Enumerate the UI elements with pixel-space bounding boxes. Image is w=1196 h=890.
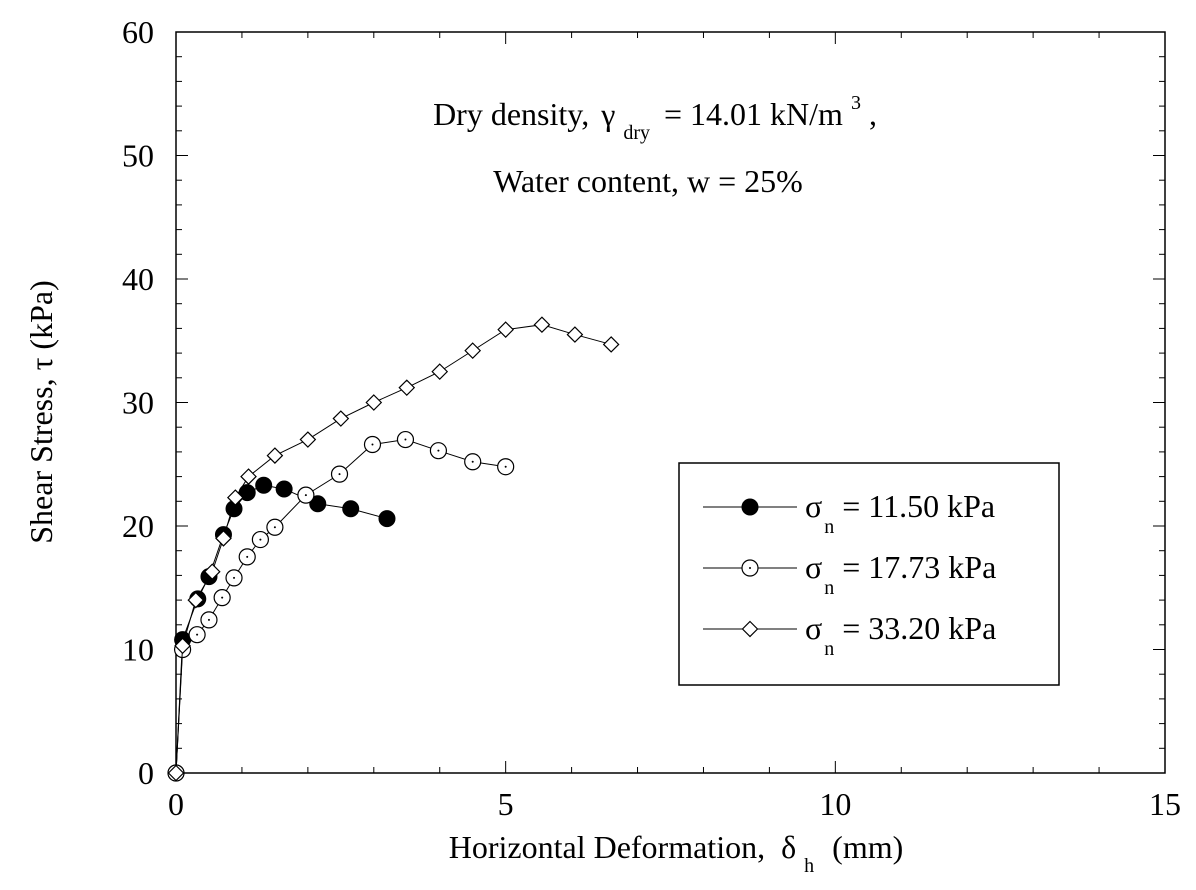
series-line-3 <box>175 324 612 774</box>
data-point-s2-dot <box>471 460 474 463</box>
y-tick-label: 50 <box>122 138 154 174</box>
legend-marker <box>741 620 759 638</box>
data-point-s2 <box>188 626 206 644</box>
data-point-s3 <box>187 591 205 609</box>
data-point-s3 <box>398 379 416 397</box>
data-point-s3 <box>174 637 191 655</box>
data-point-s3 <box>240 468 257 485</box>
data-point-s3 <box>497 321 515 338</box>
data-point-s3 <box>431 363 449 380</box>
series-2 <box>167 430 515 782</box>
data-point-s3 <box>203 563 221 581</box>
y-tick-label: 10 <box>122 632 154 668</box>
data-point-s2 <box>429 442 448 460</box>
axis-tick-labels: 0 5 10 15 0 10 20 30 40 50 60 <box>122 14 1181 822</box>
data-point-s3 <box>167 764 185 782</box>
data-point-s2-dot <box>259 538 262 541</box>
data-point-s1 <box>238 484 256 502</box>
data-point-s3 <box>332 410 350 427</box>
data-point-s2 <box>363 435 382 454</box>
x-tick-label: 15 <box>1149 786 1181 822</box>
data-point-s2 <box>238 548 256 566</box>
data-point-s3 <box>299 431 317 448</box>
data-point-s3 <box>566 326 584 343</box>
legend-label: σn= 33.20 kPa <box>805 610 996 660</box>
data-point-s1 <box>309 495 327 513</box>
legend-label: σn= 17.73 kPa <box>805 549 996 599</box>
legend-entry-1: σn= 11.50 kPa <box>703 488 995 538</box>
legend-items: σn= 11.50 kPa σn= 17.73 kPa σn= 33.20 kPa <box>703 488 996 660</box>
data-point-s1 <box>342 500 360 518</box>
y-tick-label: 20 <box>122 508 154 544</box>
data-point-s2 <box>330 465 349 483</box>
data-point-s2-dot <box>273 526 276 529</box>
legend-frame <box>678 462 1060 686</box>
data-point-s2-dot <box>207 618 210 621</box>
data-point-s2-dot <box>437 449 440 452</box>
y-tick-label: 0 <box>138 755 154 791</box>
data-point-s1 <box>255 476 273 494</box>
data-point-s3 <box>533 316 551 334</box>
y-axis-title: Shear Stress, τ (kPa) <box>23 280 59 543</box>
data-point-s2 <box>251 530 269 549</box>
data-point-s3 <box>365 394 383 411</box>
y-tick-label: 40 <box>122 261 154 297</box>
data-point-s2-dot <box>504 465 507 468</box>
data-point-s2 <box>225 569 243 587</box>
x-tick-label: 5 <box>498 786 514 822</box>
data-point-s2-dot <box>404 438 407 441</box>
data-point-s2 <box>297 486 315 504</box>
legend-marker <box>741 498 759 516</box>
data-point-s1 <box>275 480 293 498</box>
data-point-s2 <box>200 611 218 629</box>
data-point-s2 <box>497 458 515 476</box>
data-point-s2 <box>464 453 482 471</box>
data-point-s2-dot <box>246 555 249 558</box>
legend-marker <box>741 559 759 577</box>
series-3 <box>167 316 620 782</box>
annotation-line-2: Water content, w = 25% <box>493 163 803 199</box>
data-point-s1 <box>378 510 396 528</box>
legend-entry-3: σn= 33.20 kPa <box>703 610 996 660</box>
data-point-s2-dot <box>304 494 307 497</box>
legend-entry-2: σn= 17.73 kPa <box>703 549 996 599</box>
data-point-s2-dot <box>338 473 341 476</box>
x-tick-label: 0 <box>168 786 184 822</box>
x-axis-title: Horizontal Deformation, δ h (mm) <box>449 829 904 879</box>
series-line-2 <box>175 439 506 774</box>
x-tick-label: 10 <box>819 786 851 822</box>
legend: σn= 11.50 kPa σn= 17.73 kPa σn= 33.20 kPa <box>678 462 1060 686</box>
data-point-s2-dot <box>221 596 224 599</box>
data-point-s3 <box>464 342 482 359</box>
y-tick-label: 60 <box>122 14 154 50</box>
data-point-s3 <box>602 336 620 353</box>
data-point-s2 <box>213 589 231 607</box>
data-point-s2 <box>396 430 415 449</box>
legend-marker-dot <box>749 567 751 569</box>
legend-label: σn= 11.50 kPa <box>805 488 995 538</box>
data-point-s3 <box>266 447 284 464</box>
data-point-s3 <box>226 489 244 506</box>
data-point-s2 <box>266 518 284 536</box>
data-point-s2-dot <box>233 576 236 579</box>
y-tick-label: 30 <box>122 385 154 421</box>
annotation-line-1: Dry density, γ dry = 14.01 kN/m 3 , <box>433 80 877 146</box>
data-point-s2-dot <box>196 633 199 636</box>
series-layer <box>167 316 620 782</box>
data-point-s3 <box>215 530 232 547</box>
data-point-s2-dot <box>371 443 374 446</box>
